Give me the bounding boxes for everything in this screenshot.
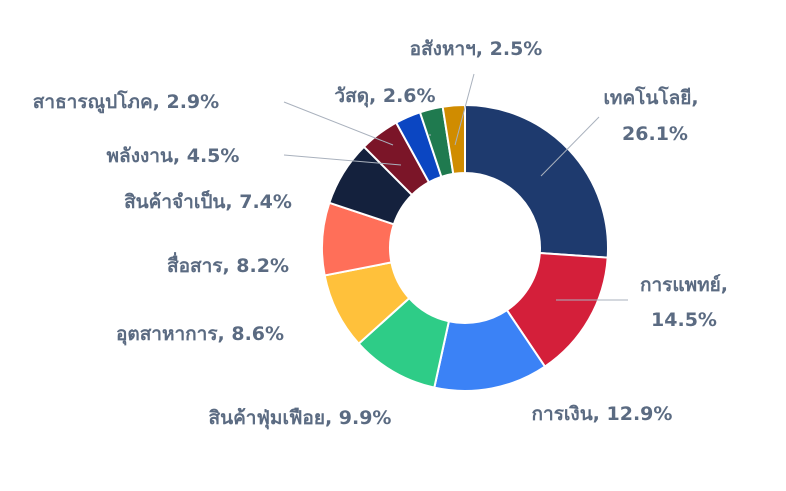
donut-slice-11 <box>441 103 466 176</box>
leader-line-11 <box>454 73 475 146</box>
slice-label-7: สินค้าจำเป็น, 7.4% <box>124 189 292 213</box>
leader-line-1 <box>540 116 600 177</box>
slice-label-10: วัสดุ, 2.6% <box>334 85 435 108</box>
slice-label-3: การเงิน, 12.9% <box>532 403 673 425</box>
slice-label-1: เทคโนโลยี, 26.1% <box>603 86 698 145</box>
slices-group <box>321 103 609 392</box>
slice-label-9: สาธารณูปโภค, 2.9% <box>33 90 219 114</box>
labels-group: เทคโนโลยี, 26.1% การแพทย์, 14.5% การเงิน, 12… <box>33 38 728 430</box>
slice-label-8: พลังงาน, 4.5% <box>107 145 240 167</box>
slice-label-4: สินค้าฟุ่มเฟือย, 9.9% <box>209 407 392 430</box>
slice-label-11: อสังหาฯ, 2.5% <box>410 38 543 60</box>
leader-line-9 <box>283 101 394 146</box>
slice-label-2: การแพทย์, 14.5% <box>640 274 728 331</box>
leader-line-8 <box>283 154 402 166</box>
slice-label-6: สื่อสาร, 8.2% <box>167 252 289 277</box>
leader-lines-group <box>283 73 628 301</box>
slice-label-5: อุตสาหาการ, 8.6% <box>116 323 284 346</box>
donut-slice-1 <box>464 103 609 259</box>
